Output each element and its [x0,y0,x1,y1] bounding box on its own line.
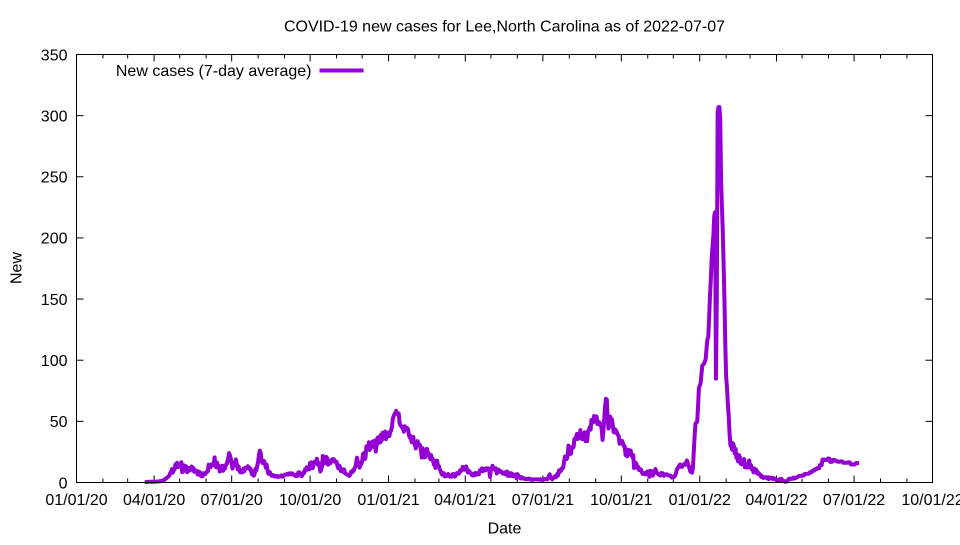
x-tick-label: 10/01/22 [901,492,960,509]
axis-tick-labels: 01/01/20 04/01/20 07/01/20 10/01/20 01/01/21… [41,47,960,509]
y-tick-label: 250 [41,170,68,187]
x-tick-label: 04/01/20 [123,492,185,509]
x-tick-label: 01/01/21 [357,492,419,509]
x-tick-label: 10/01/20 [279,492,341,509]
legend: New cases (7-day average) [116,63,364,80]
x-tick-label: 04/01/22 [745,492,807,509]
x-tick-label: 10/01/21 [590,492,652,509]
y-axis-label: New [9,252,26,284]
x-tick-label: 07/01/20 [201,492,263,509]
plot-border [76,54,933,483]
y-tick-label: 350 [41,47,68,64]
x-axis-label: Date [488,521,522,538]
y-tick-label: 100 [41,353,68,370]
legend-entry-label: New cases (7-day average) [116,63,312,80]
chart-title: COVID-19 new cases for Lee,North Carolin… [284,19,725,36]
y-tick-label: 200 [41,231,68,248]
axis-ticks [76,54,933,483]
x-tick-label: 07/01/22 [823,492,885,509]
x-tick-label: 07/01/21 [512,492,574,509]
x-tick-label: 01/01/20 [45,492,107,509]
y-tick-label: 0 [59,475,68,492]
x-tick-label: 04/01/21 [434,492,496,509]
y-tick-label: 300 [41,108,68,125]
y-tick-label: 50 [50,414,68,431]
x-tick-label: 01/01/22 [669,492,731,509]
series-line-new-cases [143,105,861,485]
y-tick-label: 150 [41,292,68,309]
